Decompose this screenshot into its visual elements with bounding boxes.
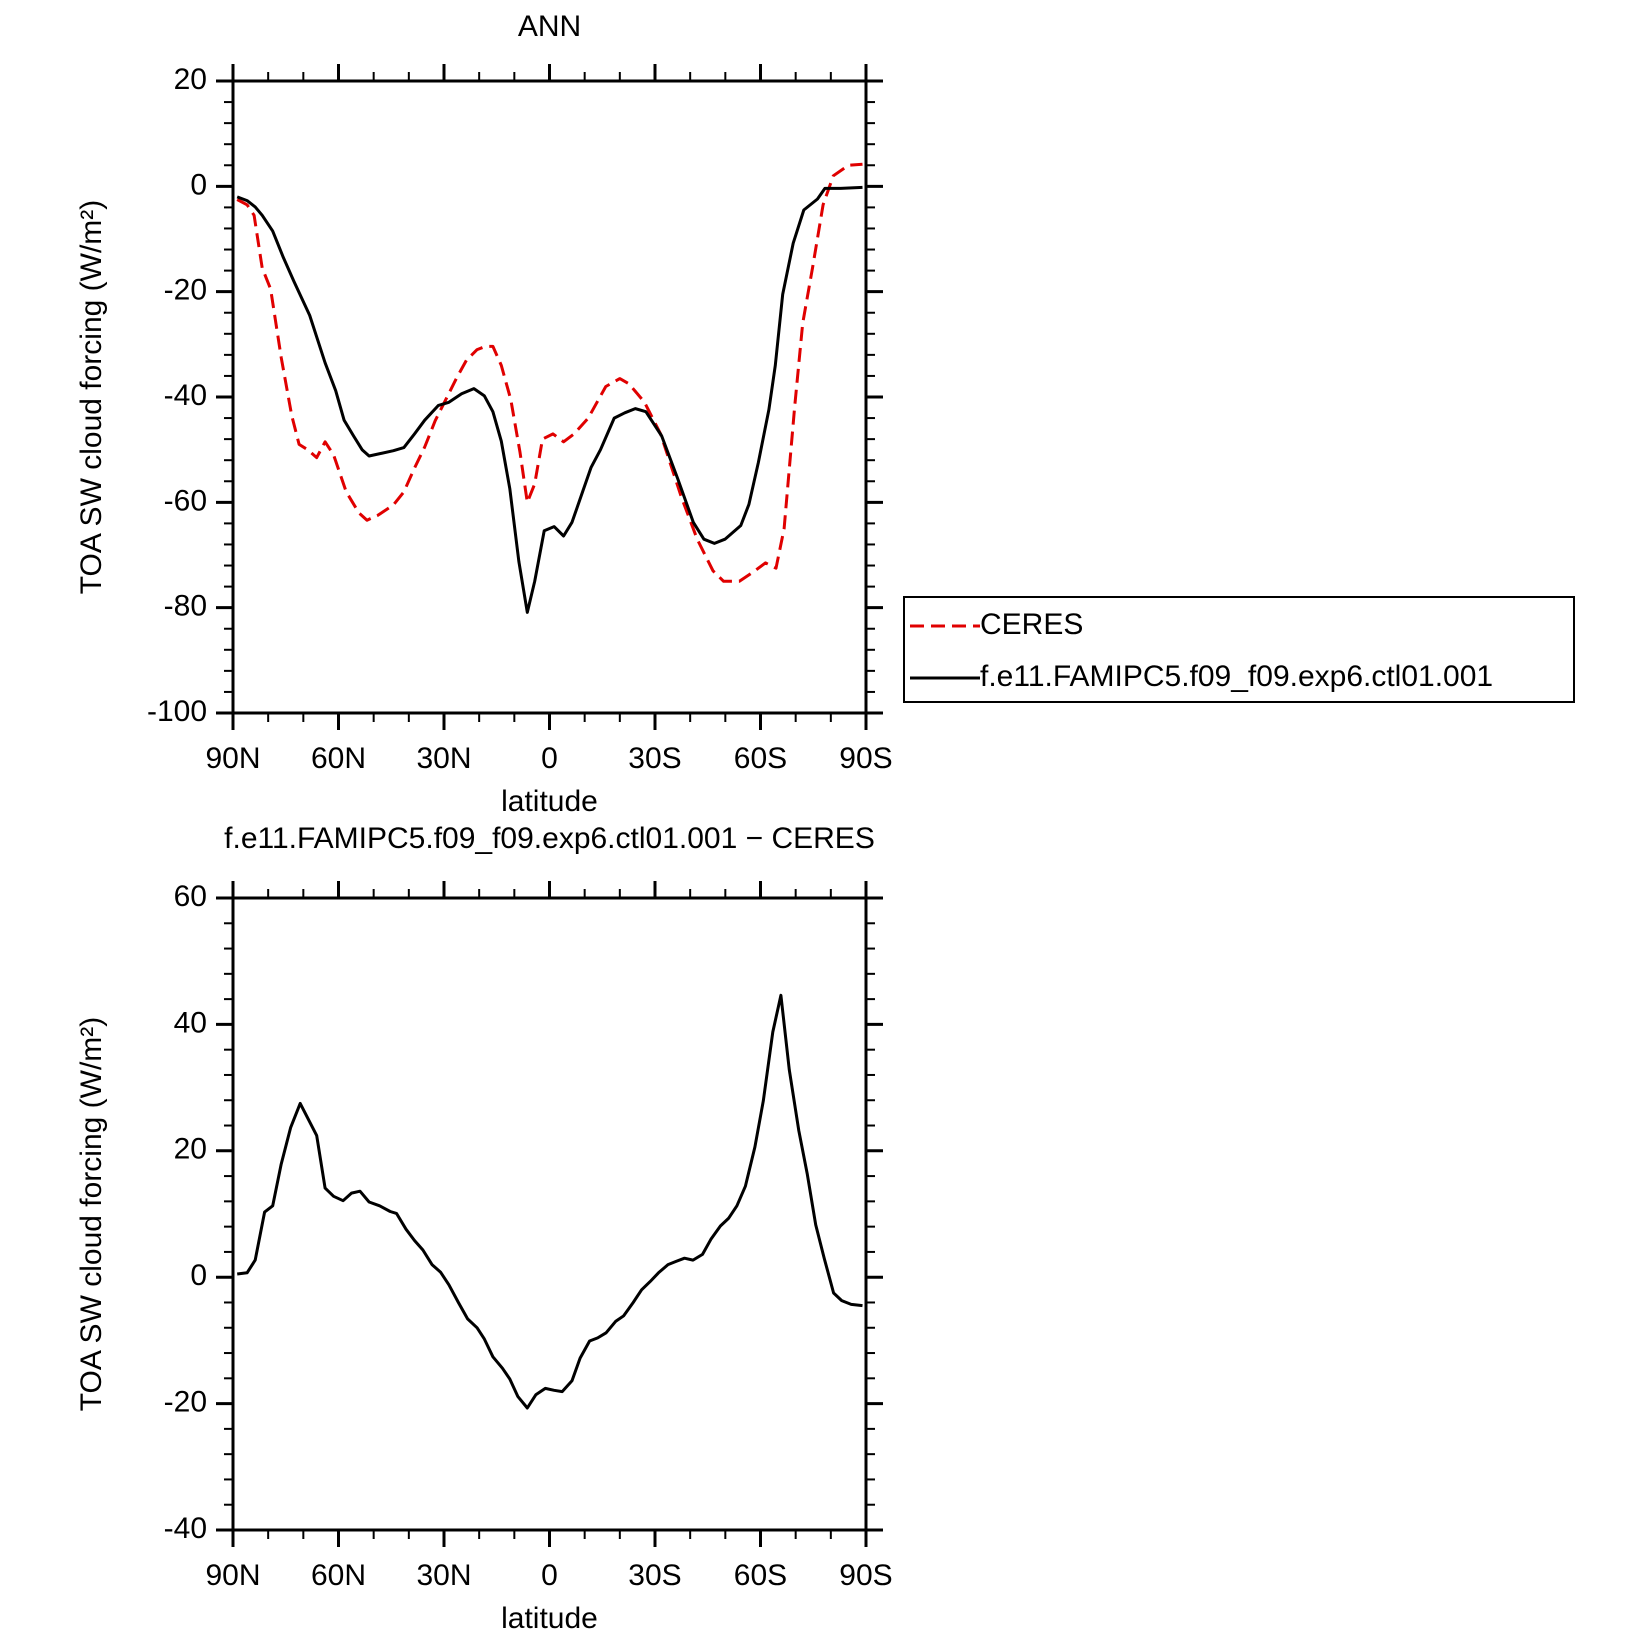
x-tick-label: 0: [541, 1559, 558, 1592]
y-tick-label: -100: [147, 695, 207, 728]
data-line: [237, 993, 863, 1410]
y-tick-label: 20: [174, 63, 207, 96]
y-tick-label: -20: [164, 274, 207, 307]
y-tick-label: 0: [190, 168, 207, 201]
x-tick-label: 90S: [839, 1559, 892, 1592]
x-tick-label: 60N: [311, 742, 366, 775]
y-tick-label: -20: [164, 1386, 207, 1419]
x-tick-label: 30N: [416, 742, 471, 775]
legend-box: [903, 596, 1575, 703]
y-tick-label: 60: [174, 880, 207, 913]
y-axis-label: TOA SW cloud forcing (W/m²): [75, 1017, 108, 1412]
x-tick-label: 90N: [205, 1559, 260, 1592]
y-tick-label: 40: [174, 1006, 207, 1039]
chart-title: ANN: [518, 10, 581, 43]
y-tick-label: -40: [164, 379, 207, 412]
data-line: [236, 162, 863, 583]
chart-title: f.e11.FAMIPC5.f09_f09.exp6.ctl01.001 − C…: [224, 822, 875, 855]
y-tick-label: -60: [164, 484, 207, 517]
y-tick-label: -80: [164, 590, 207, 623]
x-tick-label: 60S: [734, 742, 787, 775]
legend-label: f.e11.FAMIPC5.f09_f09.exp6.ctl01.001: [980, 660, 1493, 693]
x-tick-label: 90S: [839, 742, 892, 775]
y-axis-label: TOA SW cloud forcing (W/m²): [75, 200, 108, 595]
y-tick-label: -40: [164, 1512, 207, 1545]
data-line: [236, 185, 863, 614]
x-tick-label: 30S: [628, 742, 681, 775]
x-tick-label: 60N: [311, 1559, 366, 1592]
legend-label: CERES: [980, 608, 1083, 641]
x-axis-label: latitude: [501, 785, 598, 818]
y-tick-label: 20: [174, 1133, 207, 1166]
x-tick-label: 30N: [416, 1559, 471, 1592]
y-tick-label: 0: [190, 1259, 207, 1292]
x-axis-label: latitude: [501, 1602, 598, 1635]
x-tick-label: 30S: [628, 1559, 681, 1592]
x-tick-label: 60S: [734, 1559, 787, 1592]
plot-frame: [231, 896, 868, 1532]
x-tick-label: 0: [541, 742, 558, 775]
x-tick-label: 90N: [205, 742, 260, 775]
